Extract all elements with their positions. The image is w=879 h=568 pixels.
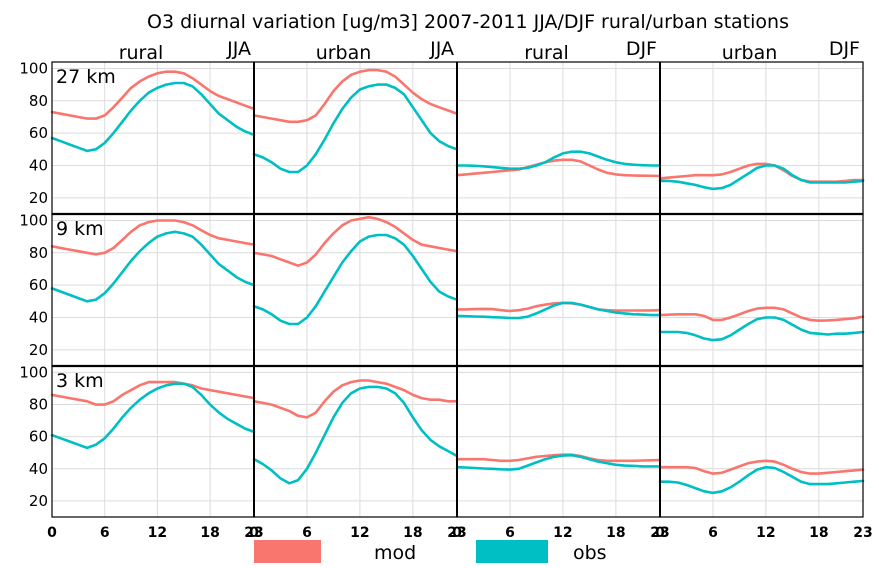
x-tick-label: 23 — [244, 525, 263, 541]
legend: mod obs — [254, 540, 607, 564]
series-line-obs — [455, 301, 662, 320]
column-season-label: JJA — [226, 38, 251, 60]
x-tick-label: 0 — [47, 525, 57, 541]
panel — [455, 61, 662, 215]
series-line-mod — [50, 70, 256, 120]
x-tick-label: 12 — [148, 525, 167, 541]
x-axis: 0 6 12 18 230 6 12 18 230 6 12 18 230 6 12 18 23 — [47, 525, 873, 541]
y-tick-label: 60 — [29, 428, 48, 446]
y-tick-label: 20 — [29, 189, 48, 207]
series-line-obs — [658, 465, 865, 495]
legend-swatch-obs — [476, 540, 548, 563]
column-season-label: JJA — [429, 38, 454, 60]
series-line-obs — [252, 83, 459, 174]
x-tick-label: 18 — [403, 525, 422, 541]
legend-label-obs: obs — [573, 542, 607, 564]
x-tick-label: 12 — [756, 525, 775, 541]
series-line-obs — [455, 150, 662, 170]
series-line-obs — [50, 81, 256, 153]
series-line-mod — [658, 306, 865, 323]
panel — [658, 61, 865, 215]
column-titles: rural JJA urban JJA rural DJF urban DJF — [119, 38, 860, 64]
series-line-obs — [658, 164, 865, 191]
x-tick-label: 6 — [708, 525, 718, 541]
panel — [252, 213, 459, 367]
column-season-label: DJF — [626, 38, 657, 60]
column-station-label: urban — [722, 42, 778, 64]
series-line-obs — [50, 230, 256, 303]
panel-frame — [456, 61, 661, 215]
x-tick-label: 0 — [249, 525, 259, 541]
y-tick-label: 60 — [29, 276, 48, 294]
column-station-label: urban — [316, 42, 372, 64]
y-tick-label: 80 — [29, 396, 48, 414]
column-season-label: DJF — [829, 38, 860, 60]
x-tick-label: 23 — [447, 525, 466, 541]
row-resolution-label: 27 km — [56, 66, 116, 88]
panel — [455, 213, 662, 367]
panel-frame — [253, 61, 458, 215]
panel — [658, 213, 865, 367]
y-tick-label: 40 — [29, 308, 48, 326]
y-tick-label: 100 — [19, 363, 48, 381]
series-line-obs — [252, 385, 459, 485]
row-resolution-label: 9 km — [56, 218, 104, 240]
y-tick-label: 20 — [29, 341, 48, 359]
y-tick-label: 100 — [19, 59, 48, 77]
x-tick-label: 18 — [606, 525, 625, 541]
panel-frame — [253, 365, 458, 518]
column-station-label: rural — [524, 42, 569, 64]
panel-grid: 27 km 9 km 3 km — [50, 61, 865, 518]
y-tick-label: 40 — [29, 156, 48, 174]
x-tick-label: 23 — [853, 525, 872, 541]
chart-title: O3 diurnal variation [ug/m3] 2007-2011 J… — [147, 11, 789, 33]
x-tick-label: 12 — [350, 525, 369, 541]
x-tick-label: 12 — [553, 525, 572, 541]
panel — [658, 365, 865, 518]
series-line-obs — [658, 316, 865, 342]
x-tick-label: 6 — [505, 525, 515, 541]
panel — [455, 365, 662, 518]
y-tick-label: 80 — [29, 92, 48, 110]
panel-frame — [456, 365, 661, 518]
x-tick-label: 23 — [650, 525, 669, 541]
panel-frame — [659, 61, 864, 215]
row-resolution-label: 3 km — [56, 370, 104, 392]
panel-frame — [253, 213, 458, 367]
y-tick-label: 60 — [29, 124, 48, 142]
y-tick-label: 20 — [29, 492, 48, 510]
y-tick-label: 100 — [19, 211, 48, 229]
y-tick-label: 80 — [29, 244, 48, 262]
series-line-mod — [252, 379, 459, 419]
series-line-mod — [252, 215, 459, 268]
y-tick-label: 40 — [29, 460, 48, 478]
x-tick-label: 6 — [302, 525, 312, 541]
series-line-obs — [455, 453, 662, 471]
series-line-mod — [50, 219, 256, 256]
series-line-obs — [252, 233, 459, 326]
panel — [252, 365, 459, 518]
panel-frame — [659, 213, 864, 367]
series-line-mod — [50, 380, 256, 406]
legend-label-mod: mod — [374, 542, 416, 564]
legend-swatch-mod — [254, 540, 321, 563]
x-tick-label: 0 — [655, 525, 665, 541]
y-axis: 20 40 60 80 100 20 40 60 80 100 20 40 60 80 100 — [19, 59, 48, 509]
panel-frame — [456, 213, 661, 367]
series-line-obs — [50, 382, 256, 450]
series-line-mod — [658, 459, 865, 475]
x-tick-label: 0 — [452, 525, 462, 541]
x-tick-label: 18 — [200, 525, 219, 541]
panel — [252, 61, 459, 215]
x-tick-label: 6 — [100, 525, 110, 541]
series-line-mod — [252, 68, 459, 124]
x-tick-label: 18 — [809, 525, 828, 541]
series-line-mod — [455, 158, 662, 178]
panel-frame — [659, 365, 864, 518]
column-station-label: rural — [119, 42, 164, 64]
